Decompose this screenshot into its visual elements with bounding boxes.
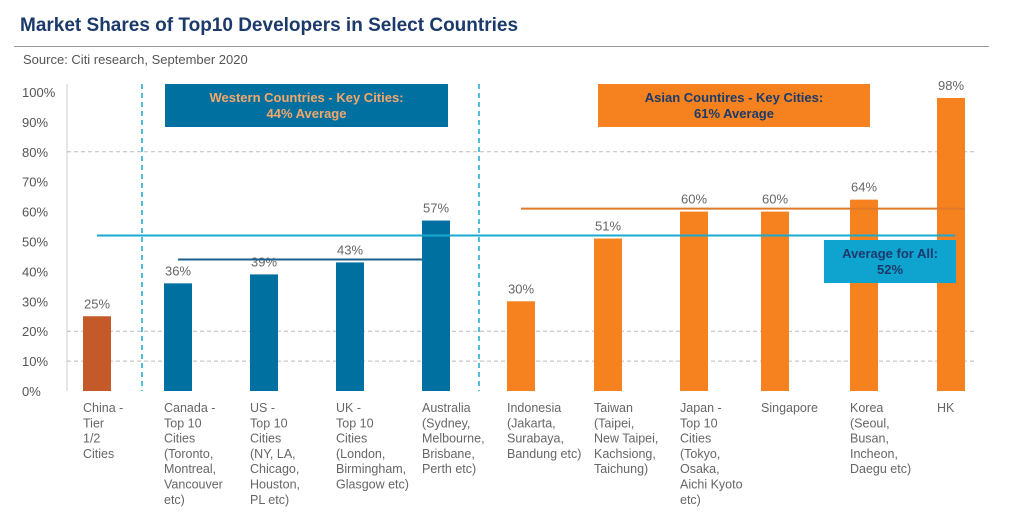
western-annotation-line1: Western Countries - Key Cities: [209, 89, 404, 105]
x-tick-label: Canada - [164, 401, 215, 415]
x-tick-label: 1/2 [83, 432, 100, 446]
y-tick-label: 70% [22, 175, 48, 190]
x-tick-label: Busan, [850, 432, 889, 446]
y-tick-label: 20% [22, 324, 48, 339]
x-tick-label: Top 10 [680, 416, 718, 430]
x-tick-label: Brisbane, [422, 447, 475, 461]
y-tick-label: 10% [22, 354, 48, 369]
western-annotation-line2: 44% Average [266, 105, 347, 121]
bar [83, 316, 111, 391]
x-tick-label: Cities [336, 432, 367, 446]
bar [680, 211, 708, 391]
x-tick-label: US - [250, 401, 275, 415]
x-tick-label: Singapore [761, 401, 818, 415]
y-tick-label: 80% [22, 145, 48, 160]
data-label: 60% [681, 192, 707, 207]
data-label: 64% [851, 180, 877, 195]
data-label: 98% [938, 78, 964, 93]
chart-title: Market Shares of Top10 Developers in Sel… [20, 15, 519, 36]
data-label: 30% [508, 281, 534, 296]
x-tick-label: (Seoul, [850, 416, 890, 430]
x-tick-label: Cities [250, 432, 281, 446]
x-tick-label: (London, [336, 447, 385, 461]
x-tick-label: (NY, LA, [250, 447, 296, 461]
all-average-box: Average for All: 52% [824, 240, 956, 283]
title-divider [14, 46, 989, 47]
bar [761, 211, 789, 391]
x-tick-label: Daegu etc) [850, 462, 911, 476]
x-tick-label: Vancouver [164, 478, 223, 492]
x-tick-label: China - [83, 401, 123, 415]
bar [507, 301, 535, 391]
x-tick-label: (Jakarta, [507, 416, 556, 430]
asian-annotation-line1: Asian Countires - Key Cities: [644, 89, 824, 105]
x-tick-label: Japan - [680, 401, 722, 415]
x-tick-label: Taichung) [594, 462, 648, 476]
x-tick-label: Chicago, [250, 462, 299, 476]
x-tick-label: New Taipei, [594, 432, 658, 446]
x-tick-label: Perth etc) [422, 462, 476, 476]
x-tick-label: UK - [336, 401, 361, 415]
bar [336, 262, 364, 391]
y-tick-label: 30% [22, 294, 48, 309]
x-tick-label: Korea [850, 401, 883, 415]
y-tick-label: 60% [22, 205, 48, 220]
x-tick-label: Kachsiong, [594, 447, 656, 461]
x-tick-label: Taiwan [594, 401, 633, 415]
x-tick-label: HK [937, 401, 955, 415]
y-tick-label: 50% [22, 235, 48, 250]
data-label: 36% [165, 263, 191, 278]
asian-annotation-box: Asian Countires - Key Cities: 61% Averag… [598, 84, 870, 127]
data-label: 51% [595, 219, 621, 234]
data-label: 25% [84, 296, 110, 311]
x-tick-label: Incheon, [850, 447, 898, 461]
chart-source: Source: Citi research, September 2020 [23, 52, 248, 67]
x-tick-label: Cities [680, 432, 711, 446]
x-tick-label: Birmingham, [336, 462, 406, 476]
western-annotation-box: Western Countries - Key Cities: 44% Aver… [165, 84, 448, 127]
x-tick-label: (Taipei, [594, 416, 634, 430]
bar [850, 199, 878, 391]
all-average-line1: Average for All: [842, 245, 938, 261]
data-label: 60% [762, 192, 788, 207]
x-tick-label: etc) [164, 493, 185, 507]
x-tick-label: Melbourne, [422, 432, 485, 446]
x-tick-label: Montreal, [164, 462, 216, 476]
y-tick-label: 90% [22, 115, 48, 130]
x-tick-label: Cities [83, 447, 114, 461]
data-label: 57% [423, 201, 449, 216]
all-average-line2: 52% [876, 261, 904, 277]
data-label: 39% [251, 254, 277, 269]
x-tick-label: (Tokyo, [680, 447, 720, 461]
x-tick-label: Surabaya, [507, 432, 564, 446]
bar [422, 220, 450, 391]
x-tick-label: Top 10 [250, 416, 288, 430]
x-tick-label: (Sydney, [422, 416, 470, 430]
x-tick-label: Indonesia [507, 401, 561, 415]
x-tick-label: Houston, [250, 478, 300, 492]
x-tick-label: etc) [680, 493, 701, 507]
y-tick-label: 0% [22, 384, 41, 399]
x-tick-label: Australia [422, 401, 471, 415]
x-tick-label: Top 10 [164, 416, 202, 430]
asian-annotation-line2: 61% Average [694, 105, 774, 121]
x-tick-label: (Toronto, [164, 447, 213, 461]
bar [164, 283, 192, 391]
x-tick-label: Top 10 [336, 416, 374, 430]
x-tick-label: Glasgow etc) [336, 478, 409, 492]
x-tick-label: Aichi Kyoto [680, 478, 743, 492]
data-label: 43% [337, 242, 363, 257]
y-tick-label: 40% [22, 264, 48, 279]
y-tick-label: 100% [22, 85, 56, 100]
x-tick-label: Osaka, [680, 462, 720, 476]
x-tick-label: PL etc) [250, 493, 289, 507]
x-tick-label: Cities [164, 432, 195, 446]
bar [594, 238, 622, 391]
bar [250, 274, 278, 391]
x-tick-label: Bandung etc) [507, 447, 581, 461]
x-tick-label: Tier [83, 416, 104, 430]
